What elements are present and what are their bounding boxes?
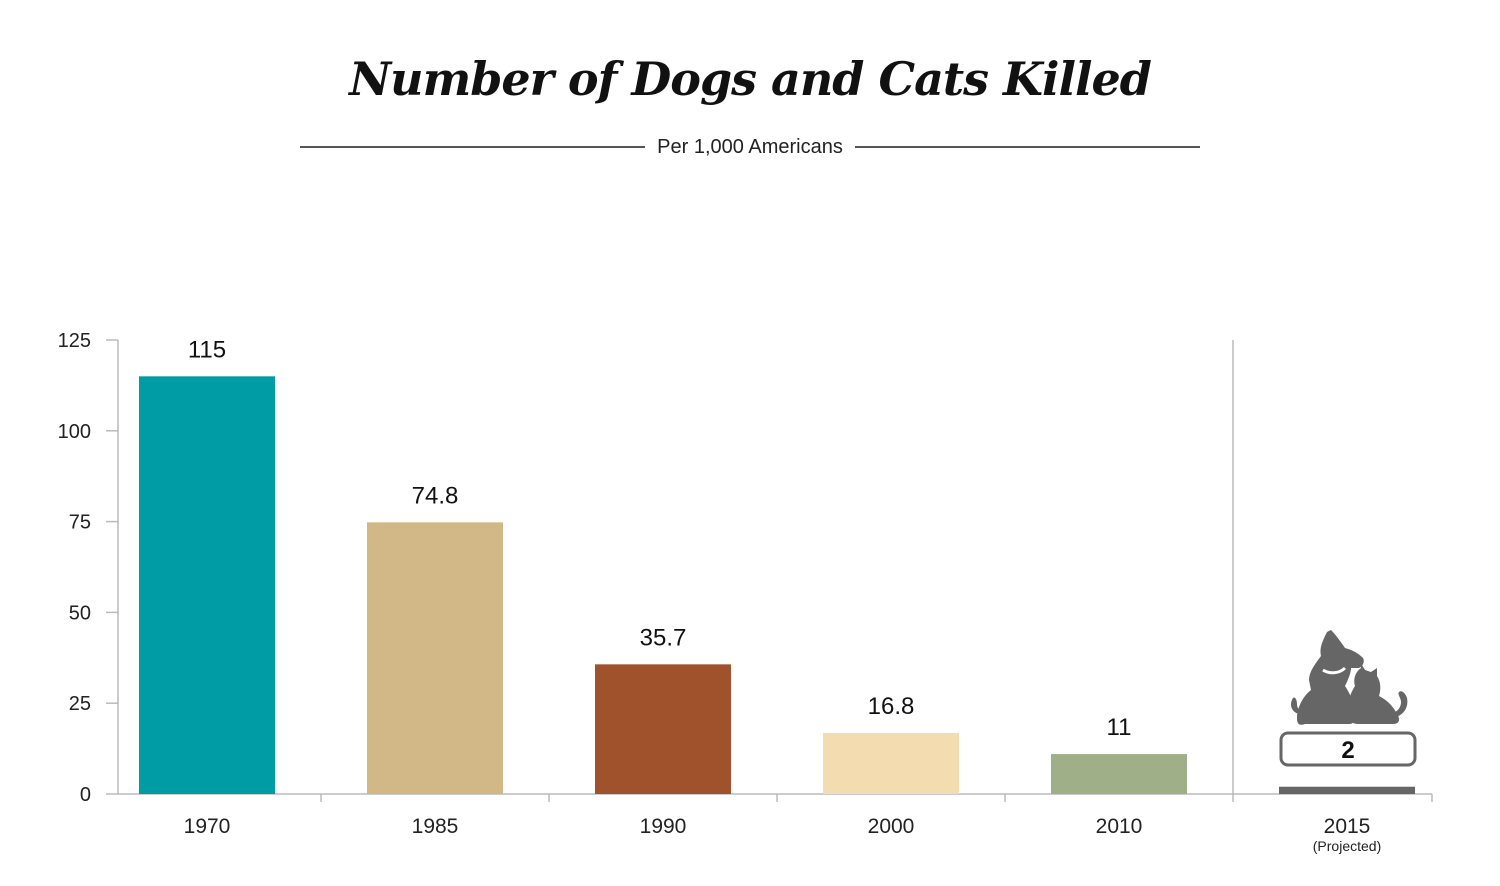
data-label: 35.7 xyxy=(640,624,687,651)
x-tick-label: 1990 xyxy=(640,815,687,838)
x-tick-label: 1970 xyxy=(184,815,231,838)
x-tick-label: 2000 xyxy=(868,815,915,838)
data-label: 115 xyxy=(188,336,226,363)
x-tick-label: 2015 xyxy=(1324,815,1371,838)
bar-2010 xyxy=(1051,754,1187,794)
data-label: 11 xyxy=(1107,714,1132,741)
data-label: 16.8 xyxy=(868,693,915,720)
x-tick-label: 1985 xyxy=(412,815,459,838)
bar-2015 xyxy=(1279,786,1415,794)
chart-subtitle: Per 1,000 Americans xyxy=(657,135,843,158)
subtitle-rule-right xyxy=(854,146,1200,148)
data-label: 2 xyxy=(1341,737,1354,764)
y-tick-label: 75 xyxy=(69,512,91,534)
subtitle-rule-left xyxy=(300,146,646,148)
y-tick-label: 25 xyxy=(69,693,91,715)
subtitle-row: Per 1,000 Americans xyxy=(300,132,1200,162)
bar-1990 xyxy=(595,664,731,794)
y-tick-label: 50 xyxy=(69,602,91,624)
projected-note: (Projected) xyxy=(1313,838,1381,854)
y-tick-label: 125 xyxy=(58,330,91,352)
y-tick-label: 0 xyxy=(80,784,91,806)
data-label: 74.8 xyxy=(412,482,459,509)
bar-2000 xyxy=(823,732,959,794)
bar-1985 xyxy=(367,522,503,794)
projected-value-box xyxy=(1279,731,1417,767)
x-tick-label: 2010 xyxy=(1096,815,1143,838)
bar-1970 xyxy=(139,376,275,794)
dog-and-cat-icon xyxy=(1291,630,1408,725)
chart-title: Number of Dogs and Cats Killed xyxy=(349,52,1152,106)
y-tick-label: 100 xyxy=(58,421,91,443)
